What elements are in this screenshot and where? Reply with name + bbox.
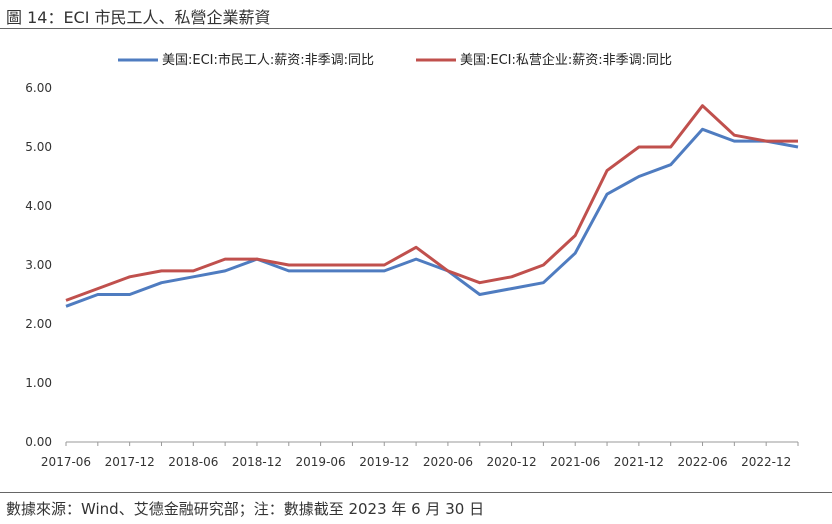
legend-label-series-2: 美国:ECI:私营企业:薪资:非季调:同比 xyxy=(460,52,672,68)
x-tick-label: 2017-12 xyxy=(105,455,155,469)
series-lines xyxy=(65,104,799,308)
series-line-1 xyxy=(65,127,799,308)
source-note: 數據來源：Wind、艾德金融研究部；注：數據截至 2023 年 6 月 30 日 xyxy=(6,500,485,518)
legend-label-series-1: 美国:ECI:市民工人:薪资:非季调:同比 xyxy=(162,52,374,68)
x-tick-label: 2017-06 xyxy=(41,455,91,469)
figure-title: 圖 14：ECI 市民工人、私營企業薪資 xyxy=(6,8,271,27)
x-tick-label: 2018-12 xyxy=(232,455,282,469)
x-axis: 2017-06 2017-12 2018-06 2018-12 2019-06 2019-… xyxy=(41,442,799,469)
y-tick-label: 5.00 xyxy=(25,140,52,154)
y-tick-label: 6.00 xyxy=(25,81,52,95)
x-tick-label: 2019-12 xyxy=(359,455,409,469)
x-tick-label: 2022-12 xyxy=(741,455,791,469)
y-tick-label: 0.00 xyxy=(25,435,52,449)
x-tick-label: 2021-12 xyxy=(614,455,664,469)
y-tick-label: 4.00 xyxy=(25,199,52,213)
x-tick-label: 2019-06 xyxy=(296,455,346,469)
x-tick-label: 2018-06 xyxy=(168,455,218,469)
series-line-2 xyxy=(65,104,798,302)
title-divider xyxy=(0,28,832,29)
y-tick-label: 2.00 xyxy=(25,317,52,331)
line-chart: 美国:ECI:市民工人:薪资:非季调:同比 美国:ECI:私营企业:薪资:非季调… xyxy=(25,52,799,469)
y-axis: 0.00 1.00 2.00 3.00 4.00 5.00 6.00 xyxy=(25,81,52,449)
y-tick-label: 1.00 xyxy=(25,376,52,390)
x-tick-label: 2021-06 xyxy=(550,455,600,469)
source-divider xyxy=(0,492,832,493)
x-tick-label: 2020-06 xyxy=(423,455,473,469)
legend: 美国:ECI:市民工人:薪资:非季调:同比 美国:ECI:私营企业:薪资:非季调… xyxy=(118,52,672,68)
x-tick-label: 2022-06 xyxy=(677,455,727,469)
x-tick-label: 2020-12 xyxy=(486,455,536,469)
y-tick-label: 3.00 xyxy=(25,258,52,272)
